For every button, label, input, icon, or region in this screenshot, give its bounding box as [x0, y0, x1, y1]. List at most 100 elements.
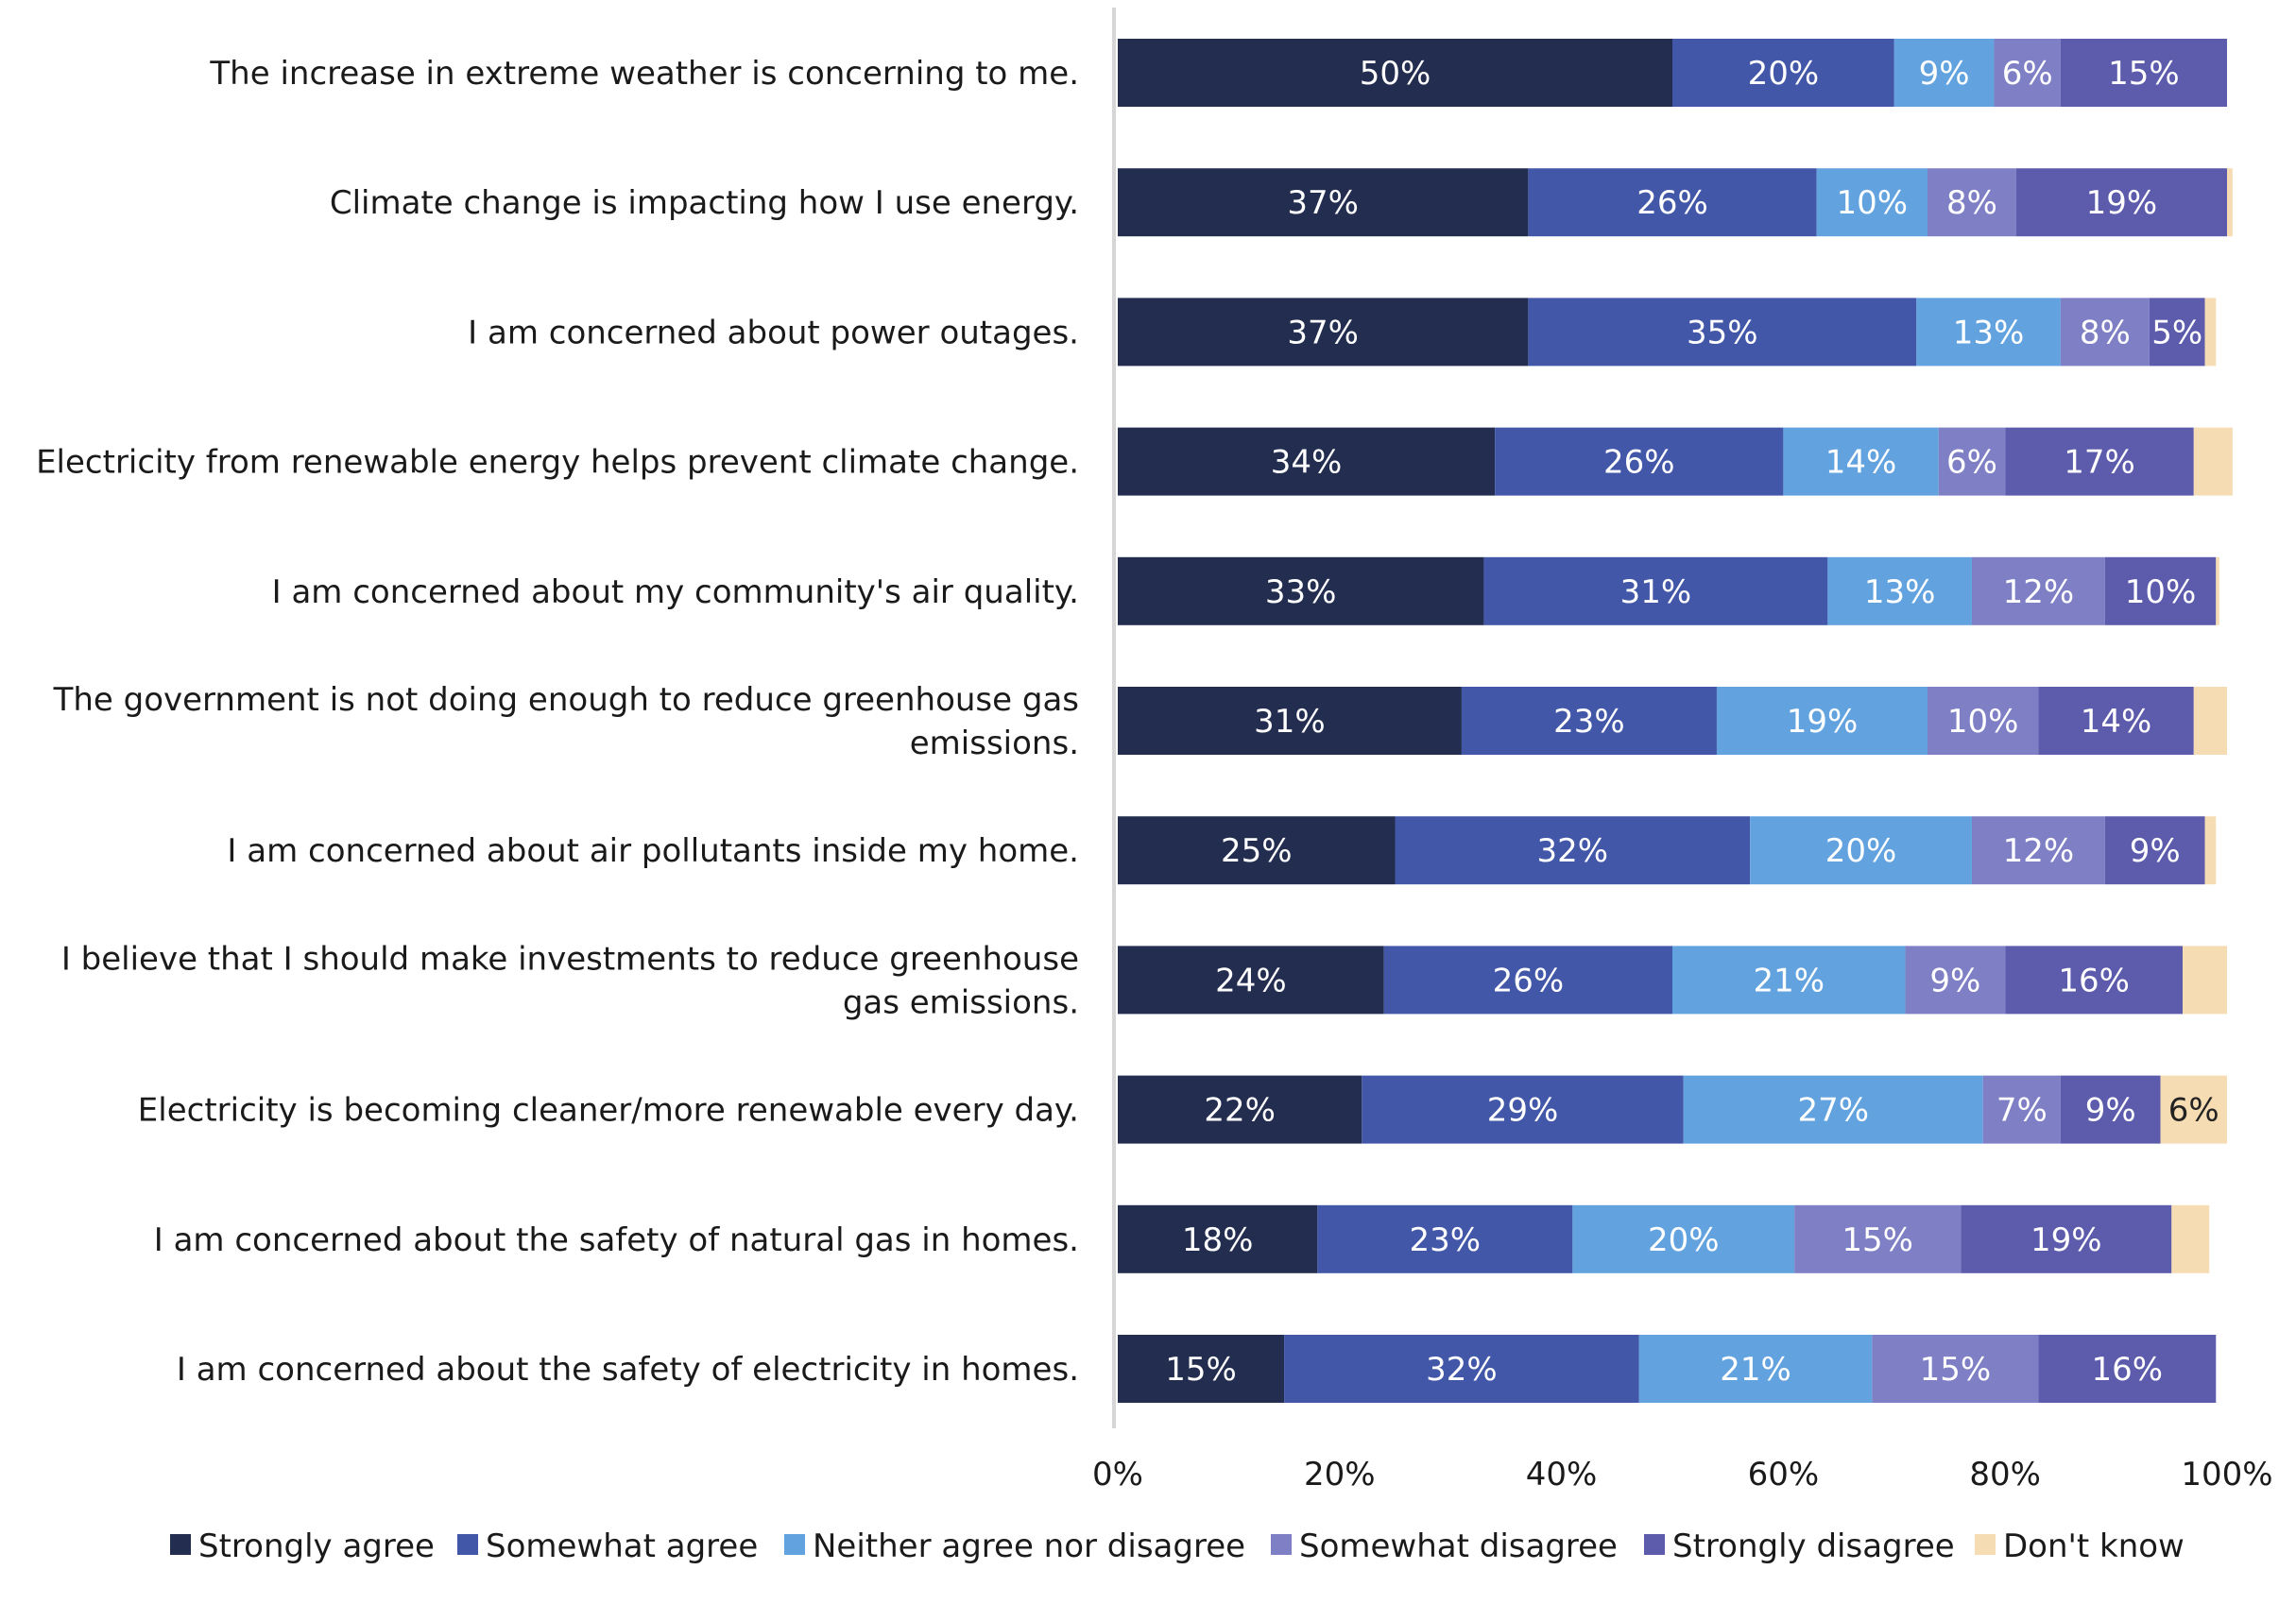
bar-segment — [2227, 168, 2233, 237]
bar-segment — [2038, 1335, 2217, 1403]
bar-segment — [2005, 427, 2194, 496]
data-label: 20% — [1748, 55, 1820, 93]
bar-segment — [1495, 427, 1784, 496]
data-label: 32% — [1426, 1351, 1498, 1389]
data-label: 16% — [2058, 962, 2130, 999]
data-label: 6% — [2168, 1092, 2219, 1130]
data-label: 18% — [1182, 1221, 1254, 1259]
data-label: 8% — [2080, 314, 2131, 351]
bar-segment — [1118, 1204, 1318, 1273]
data-label: 13% — [1864, 573, 1936, 611]
bar-row: 25% 32% 20% 12% 9% — [1118, 816, 2217, 885]
bar-segment — [2104, 816, 2205, 885]
bar-segment — [1938, 427, 2006, 496]
bar-segment — [1118, 816, 1396, 885]
legend-label: Strongly agree — [198, 1527, 435, 1565]
category-label: I am concerned about air pollutants insi… — [227, 832, 1079, 870]
data-label: 10% — [2125, 573, 2197, 611]
legend: Strongly agree Somewhat agree Neither agre… — [170, 1527, 2185, 1565]
bar-segment — [1928, 168, 2016, 237]
data-label: 25% — [1221, 832, 1293, 870]
category-label: The increase in extreme weather is conce… — [209, 55, 1079, 93]
data-label: 9% — [2085, 1092, 2136, 1130]
bar-segment — [2104, 556, 2217, 625]
data-label: 33% — [1265, 573, 1337, 611]
data-label: 16% — [2092, 1351, 2164, 1389]
bar-segment — [1317, 1204, 1573, 1273]
bar-segment — [2015, 168, 2227, 237]
data-label: 26% — [1636, 184, 1708, 222]
legend-swatch — [1271, 1534, 1292, 1555]
legend-swatch — [784, 1534, 805, 1555]
bar-segment — [1383, 946, 1672, 1015]
category-label: Electricity is becoming cleaner/more ren… — [138, 1092, 1079, 1130]
category-label: Electricity from renewable energy helps … — [36, 444, 1079, 482]
bar-segment — [2038, 687, 2194, 755]
bar-segment — [1118, 168, 1529, 237]
bar-segment — [1794, 1204, 1962, 1273]
data-label: 12% — [2003, 832, 2075, 870]
data-label: 34% — [1271, 444, 1343, 482]
legend-item: Strongly agree — [170, 1527, 435, 1565]
bar-segment — [2060, 298, 2150, 367]
bar-segment — [1961, 1204, 2172, 1273]
data-label: 26% — [1603, 444, 1675, 482]
bar-segment — [1284, 1335, 1639, 1403]
bar-segment — [2060, 39, 2227, 107]
x-tick-label: 60% — [1748, 1456, 1820, 1493]
data-label: 5% — [2151, 314, 2202, 351]
bar-segment — [1461, 687, 1717, 755]
bar-segment — [1816, 168, 1928, 237]
data-label: 22% — [1204, 1092, 1276, 1130]
bar-segment — [2149, 298, 2205, 367]
data-label: 10% — [1837, 184, 1909, 222]
category-label: Climate change is impacting how I use en… — [330, 184, 1079, 222]
data-label: 50% — [1360, 55, 1431, 93]
bar-row: 34% 26% 14% 6% 17% — [1118, 427, 2233, 496]
data-label: 15% — [1165, 1351, 1237, 1389]
bar-segment — [2171, 1204, 2210, 1273]
bar-segment — [2216, 556, 2219, 625]
bar-segment — [1118, 427, 1496, 496]
bar-segment — [2193, 427, 2233, 496]
legend-label: Neither agree nor disagree — [813, 1527, 1245, 1565]
bar-row: 37% 26% 10% 8% 19% — [1118, 168, 2233, 237]
data-label: 35% — [1687, 314, 1758, 351]
bar-segment — [1982, 1075, 2061, 1144]
data-label: 31% — [1620, 573, 1692, 611]
data-label: 19% — [2086, 184, 2158, 222]
bar-segment — [2005, 946, 2184, 1015]
data-label: 29% — [1487, 1092, 1559, 1130]
bar-segment — [1528, 168, 1817, 237]
bar-segment — [1672, 946, 1906, 1015]
x-axis-ticks: 0% 20% 40% 60% 80% 100% — [1092, 1456, 2273, 1493]
bar-segment — [1118, 687, 1462, 755]
bar-segment — [1994, 39, 2061, 107]
data-label: 20% — [1648, 1221, 1720, 1259]
data-label: 21% — [1720, 1351, 1791, 1389]
legend-item: Don't know — [1975, 1527, 2185, 1565]
bar-segment — [1716, 687, 1928, 755]
bar-segment — [1118, 1075, 1362, 1144]
legend-swatch — [170, 1534, 191, 1555]
bar-row: 18% 23% 20% 15% 19% — [1118, 1204, 2210, 1273]
bar-segment — [1971, 816, 2105, 885]
bar-segment — [1827, 556, 1972, 625]
x-tick-label: 0% — [1092, 1456, 1143, 1493]
bar-row: 37% 35% 13% 8% 5% — [1118, 298, 2217, 367]
data-label: 10% — [1947, 703, 2019, 741]
data-label: 32% — [1537, 832, 1609, 870]
category-label: I am concerned about the safety of elect… — [177, 1351, 1079, 1389]
data-label: 9% — [1919, 55, 1970, 93]
bar-row: 33% 31% 13% 12% 10% — [1118, 556, 2219, 625]
bar-segment — [1395, 816, 1751, 885]
legend-label: Somewhat agree — [486, 1527, 758, 1565]
bar-segment — [1118, 39, 1672, 107]
data-label: 7% — [1996, 1092, 2048, 1130]
data-label: 6% — [1946, 444, 1997, 482]
data-label: 27% — [1797, 1092, 1869, 1130]
bar-segment — [1528, 298, 1917, 367]
bar-row: 22% 29% 27% 7% 9% 6% — [1118, 1075, 2227, 1144]
bar-segment — [2193, 687, 2227, 755]
data-label: 24% — [1215, 962, 1287, 999]
